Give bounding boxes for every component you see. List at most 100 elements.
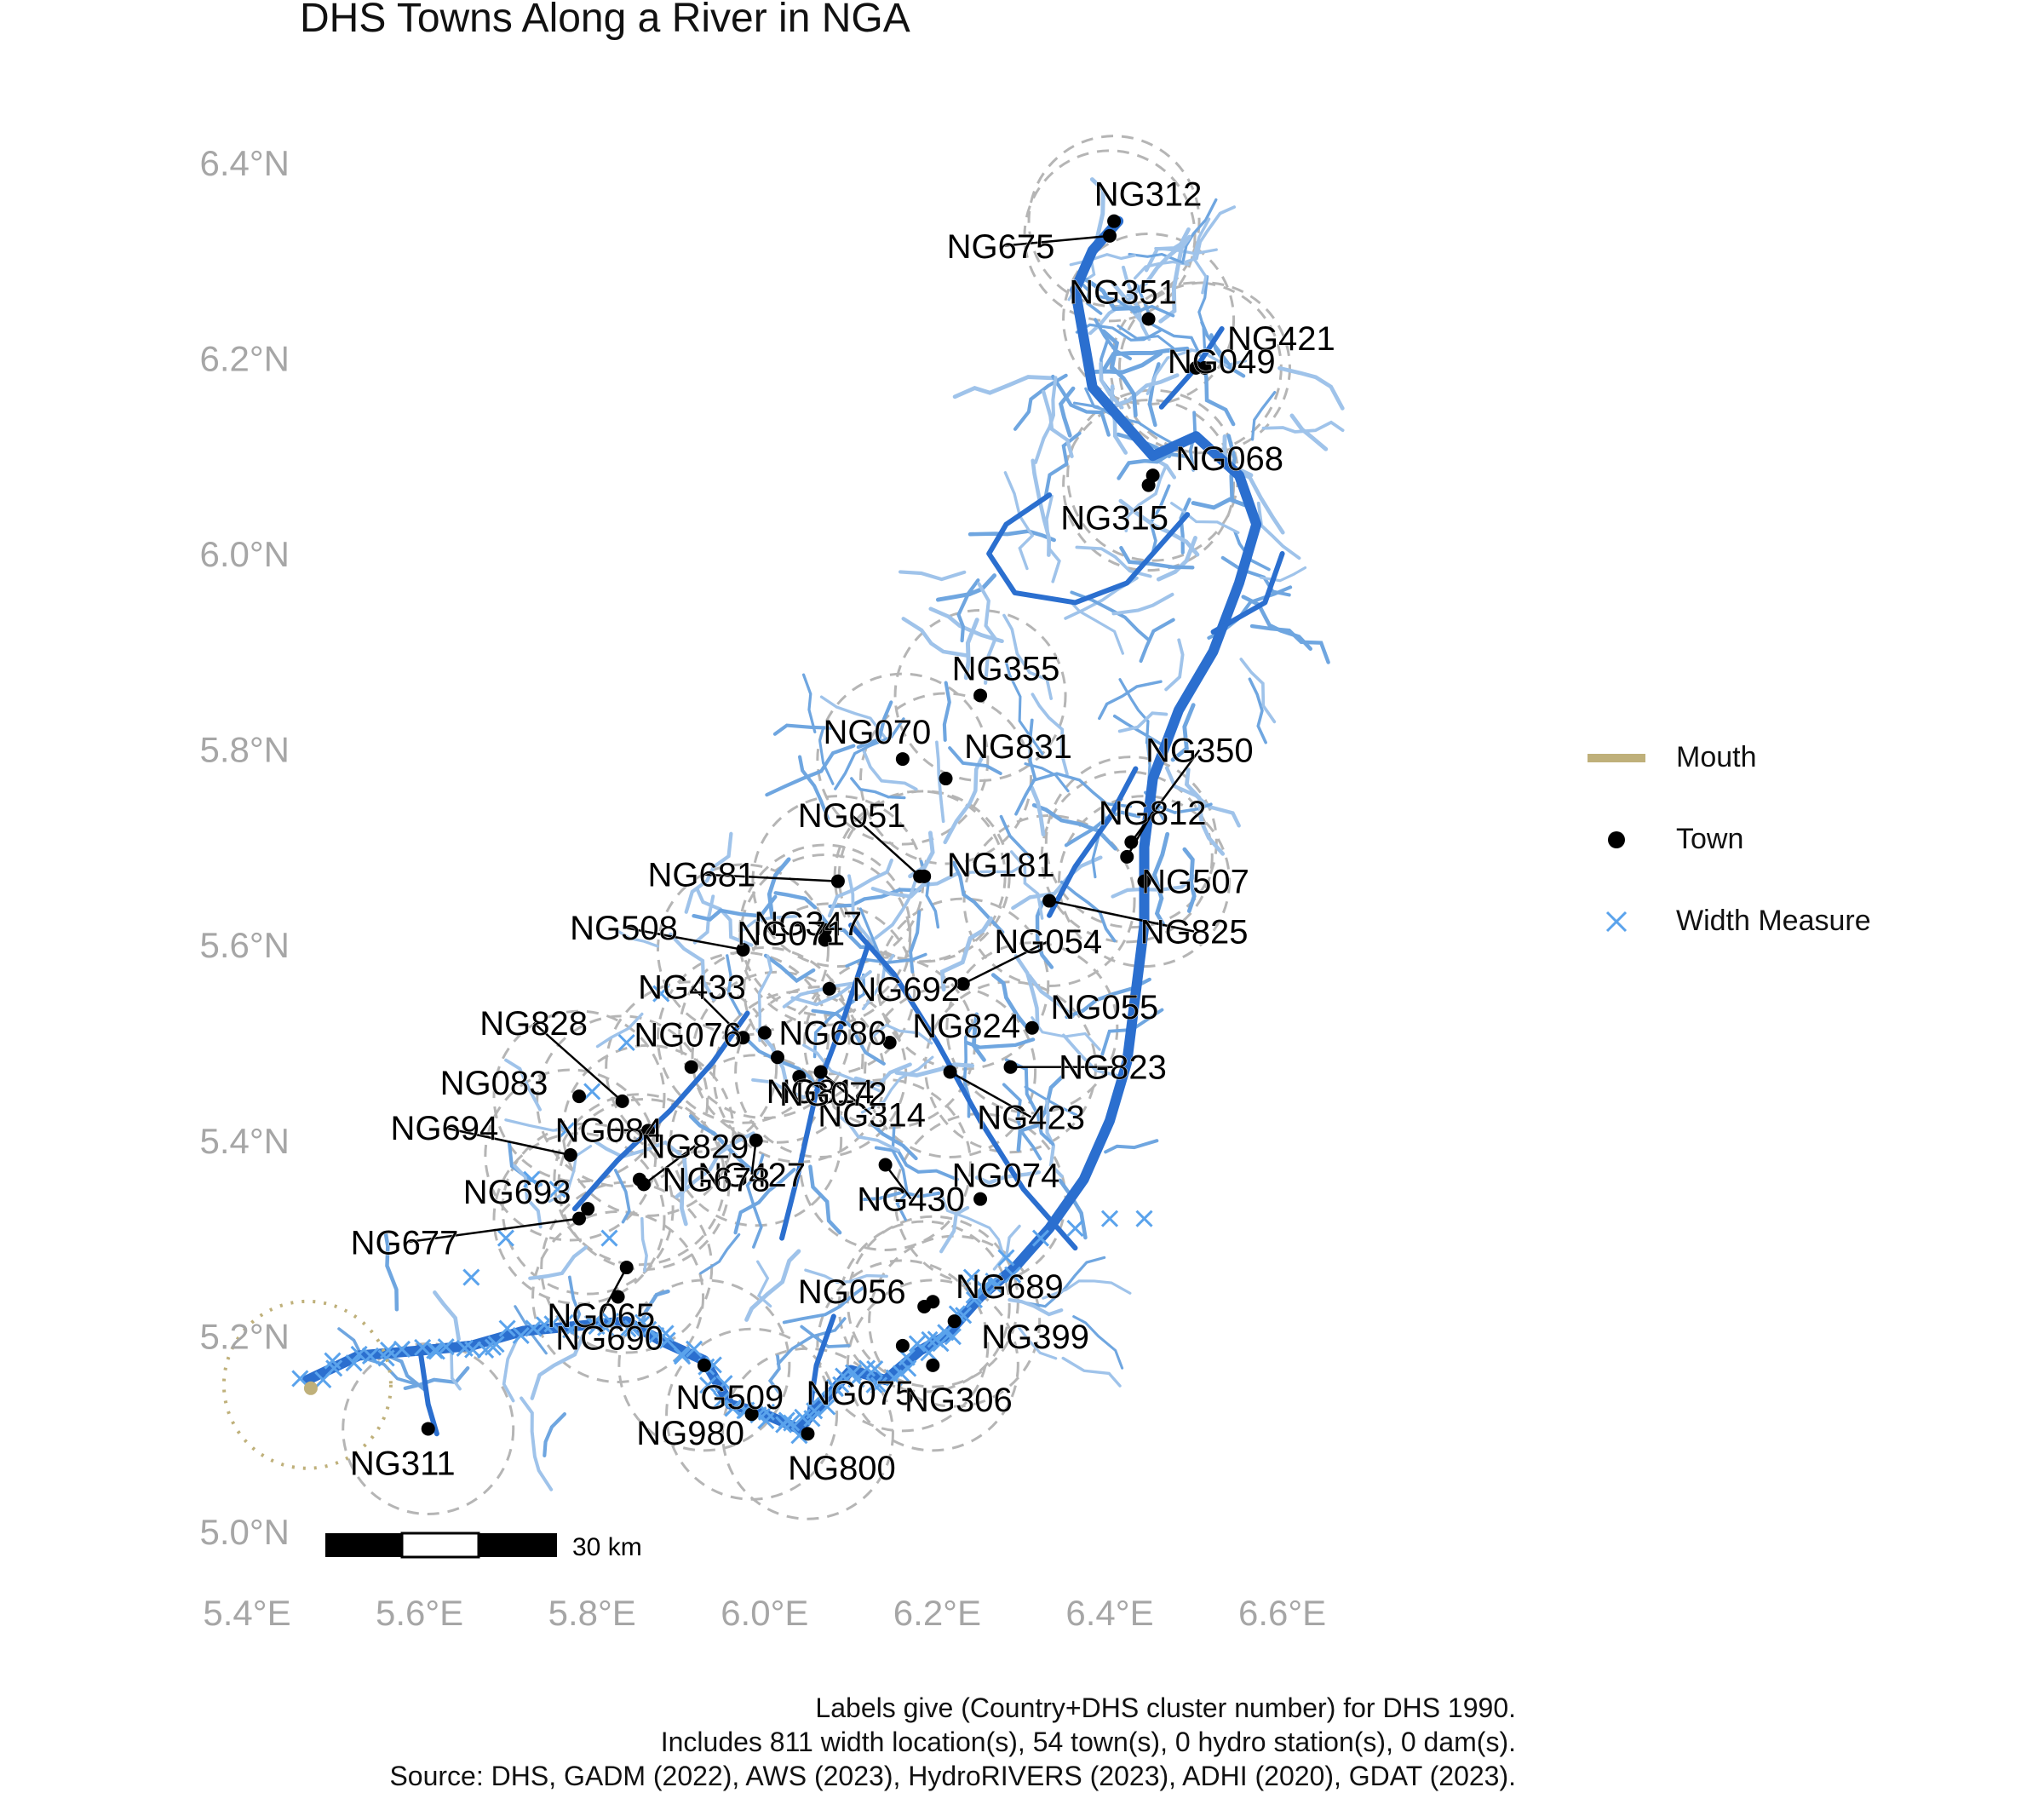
town-label: NG065 bbox=[547, 1297, 655, 1335]
stream-line bbox=[745, 1153, 765, 1249]
caption: Labels give (Country+DHS cluster number)… bbox=[389, 1691, 1516, 1793]
town-label: NG433 bbox=[638, 968, 746, 1006]
stream-line bbox=[797, 755, 830, 821]
stream-line bbox=[1117, 451, 1188, 480]
stream-line bbox=[1101, 329, 1138, 418]
town-buffer bbox=[1062, 399, 1236, 572]
label-leader-line bbox=[962, 940, 1049, 986]
town-point bbox=[736, 1031, 750, 1045]
stream-line bbox=[853, 1062, 912, 1088]
width-measure-cross bbox=[548, 1181, 566, 1198]
town-label: NG072 bbox=[779, 1076, 887, 1113]
width-measure-cross bbox=[866, 1360, 884, 1378]
stream-line bbox=[612, 927, 659, 948]
width-measure-cross bbox=[588, 1317, 606, 1336]
width-measure-cross bbox=[812, 1388, 830, 1405]
stream-line bbox=[939, 1205, 970, 1254]
width-measure-cross bbox=[921, 1330, 939, 1348]
town-point bbox=[818, 922, 832, 937]
width-measure-cross bbox=[345, 1354, 363, 1372]
stream-line bbox=[1259, 566, 1307, 583]
stream-line bbox=[874, 1146, 959, 1181]
stream-line bbox=[818, 726, 835, 785]
town-label: NG076 bbox=[634, 1017, 742, 1055]
width-measure-cross bbox=[835, 1367, 853, 1385]
town-point bbox=[581, 1202, 595, 1216]
tributary-line bbox=[1210, 551, 1285, 635]
x-tick-label: 5.4°E bbox=[203, 1593, 290, 1633]
town-buffer bbox=[876, 897, 1050, 1071]
town-buffer bbox=[605, 980, 778, 1154]
stream-line bbox=[383, 1230, 399, 1312]
town-label: NG049 bbox=[1168, 343, 1276, 381]
stream-line bbox=[1045, 494, 1061, 583]
town-label: NG181 bbox=[947, 847, 1055, 884]
town-point bbox=[632, 1172, 646, 1187]
town-point bbox=[926, 1295, 940, 1309]
map-title: DHS Towns Along a River in NGA bbox=[300, 0, 910, 41]
town-label: NG074 bbox=[952, 1158, 1060, 1195]
town-point-layer bbox=[421, 214, 1212, 1441]
stream-line bbox=[1249, 624, 1330, 664]
stream-line bbox=[1045, 1099, 1064, 1178]
stream-line bbox=[901, 617, 969, 658]
town-label: NG430 bbox=[857, 1181, 965, 1219]
width-measure-cross bbox=[623, 1319, 641, 1337]
main-river-line bbox=[301, 216, 1262, 1434]
town-buffer bbox=[669, 1054, 843, 1227]
width-measure-cross bbox=[325, 1359, 343, 1377]
stream-line bbox=[948, 746, 1002, 775]
town-buffer bbox=[816, 672, 990, 846]
town-label: NG084 bbox=[555, 1112, 663, 1149]
stream-line bbox=[1261, 420, 1345, 434]
town-label: NG508 bbox=[570, 910, 678, 947]
width-measure-cross bbox=[858, 1359, 876, 1377]
stream-line bbox=[990, 973, 1033, 1034]
label-leader-line bbox=[404, 1217, 580, 1244]
town-buffer bbox=[656, 951, 830, 1124]
stream-line bbox=[756, 1260, 772, 1308]
mouth-buffer bbox=[221, 1299, 393, 1470]
town-point bbox=[697, 1358, 711, 1372]
town-point bbox=[813, 1065, 828, 1079]
stream-line bbox=[1061, 1356, 1122, 1388]
stream-line bbox=[1111, 873, 1198, 899]
town-point bbox=[956, 977, 970, 991]
stream-line bbox=[800, 1325, 851, 1348]
town-label: NG071 bbox=[737, 915, 845, 952]
x-tick-label: 6.0°E bbox=[721, 1593, 808, 1633]
stream-line bbox=[856, 700, 893, 750]
stream-line bbox=[1183, 205, 1237, 264]
width-measure-cross bbox=[1066, 1220, 1084, 1238]
main-river-layer bbox=[301, 216, 1285, 1437]
town-buffer bbox=[945, 941, 1119, 1115]
town-label: NG507 bbox=[1141, 864, 1249, 901]
stream-line bbox=[782, 1285, 866, 1325]
stream-line bbox=[1093, 351, 1163, 375]
stream-line bbox=[1014, 718, 1037, 816]
town-label: NG693 bbox=[463, 1174, 571, 1211]
town-point bbox=[822, 981, 836, 996]
width-measure-cross bbox=[937, 1324, 955, 1342]
x-tick-label: 5.6°E bbox=[376, 1593, 463, 1633]
stream-line bbox=[870, 871, 960, 899]
town-point bbox=[830, 874, 845, 888]
town-point bbox=[792, 1070, 807, 1084]
stream-line bbox=[1068, 600, 1124, 655]
stream-line bbox=[834, 717, 905, 790]
town-point bbox=[939, 772, 953, 786]
stream-line bbox=[1031, 772, 1133, 808]
scale-bar-segment bbox=[400, 1532, 480, 1559]
width-measure-cross bbox=[826, 1380, 844, 1398]
stream-line bbox=[1013, 954, 1040, 1030]
width-measure-cross bbox=[908, 1335, 926, 1353]
town-label: NG315 bbox=[1060, 500, 1168, 537]
town-label: NG055 bbox=[1050, 989, 1158, 1026]
stream-line bbox=[845, 952, 927, 968]
town-label: NG823 bbox=[1059, 1049, 1167, 1087]
stream-line bbox=[1031, 458, 1052, 557]
stream-line bbox=[827, 858, 893, 918]
town-label: NG509 bbox=[676, 1379, 784, 1417]
width-measure-cross bbox=[525, 1319, 543, 1337]
